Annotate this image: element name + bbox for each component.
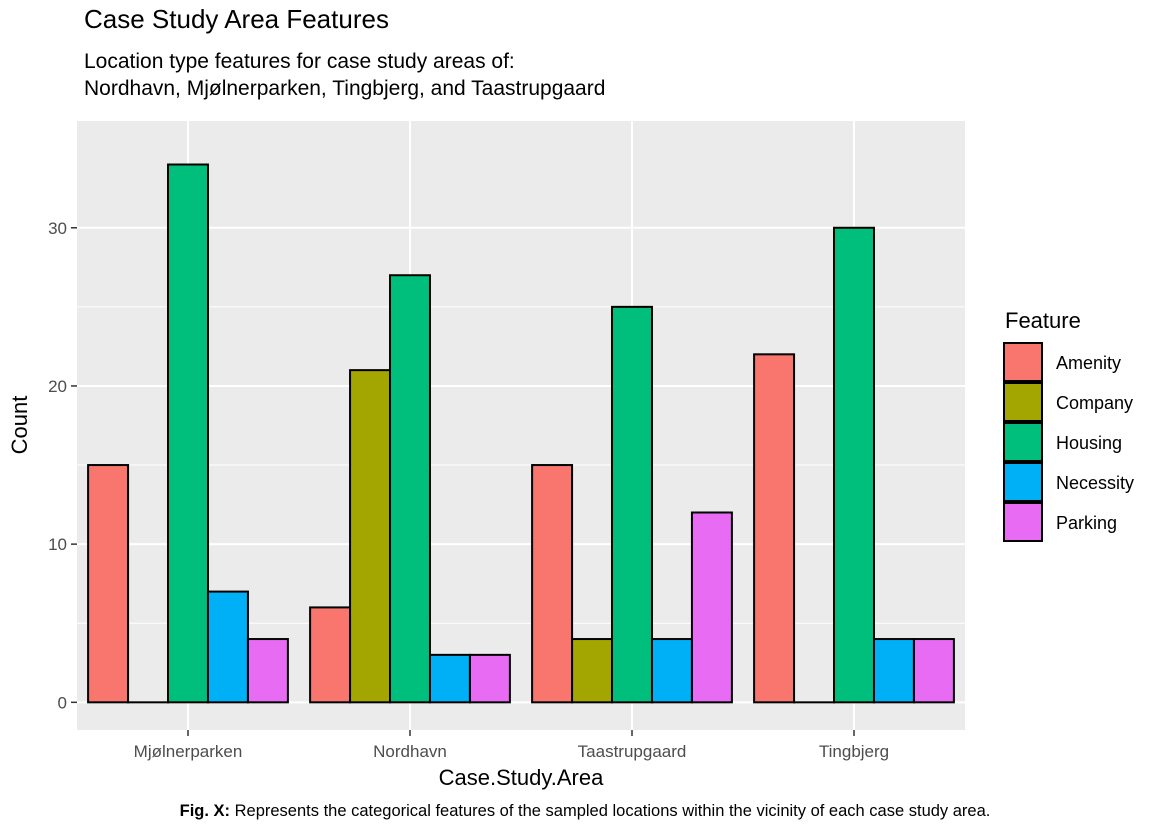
- bar-necessity-1: [206, 590, 249, 704]
- legend-label-company: Company: [1056, 393, 1133, 413]
- legend-key-necessity: [1003, 462, 1043, 502]
- bar-housing-1: [167, 163, 209, 704]
- y-tick-label: 20: [48, 377, 67, 396]
- y-axis-title: Count: [7, 396, 32, 455]
- x-tick-label: Nordhavn: [373, 742, 447, 761]
- bar-parking-3: [690, 511, 733, 704]
- bar-amenity-4: [753, 353, 796, 704]
- x-tick-label: Tingbjerg: [819, 742, 889, 761]
- chart-title: Case Study Area Features: [84, 4, 389, 34]
- bar-company-2: [349, 369, 392, 704]
- legend-label-parking: Parking: [1056, 513, 1117, 533]
- bar-necessity-3: [650, 638, 693, 704]
- legend: Feature Amenity Company Housing Necessity Pa…: [1003, 308, 1134, 542]
- legend-key-housing: [1003, 422, 1043, 462]
- caption-text: Represents the categorical features of t…: [230, 802, 991, 820]
- bar-amenity-1: [87, 464, 130, 704]
- legend-label-necessity: Necessity: [1056, 473, 1134, 493]
- bar-amenity-3: [531, 464, 574, 704]
- x-tick-label: Mjølnerparken: [134, 742, 243, 761]
- x-axis-title: Case.Study.Area: [439, 765, 604, 790]
- bar-housing-4: [833, 226, 875, 704]
- legend-key-amenity: [1003, 342, 1043, 382]
- bar-parking-1: [246, 638, 289, 704]
- legend-key-company: [1003, 382, 1043, 422]
- caption-label: Fig. X:: [179, 802, 231, 820]
- legend-key-parking: [1003, 502, 1043, 542]
- y-tick-label: 0: [58, 693, 67, 712]
- y-tick-label: 30: [48, 219, 67, 238]
- x-tick-label: Taastrupgaard: [578, 742, 687, 761]
- bar-amenity-2: [309, 606, 352, 704]
- legend-title: Feature: [1005, 308, 1081, 333]
- bar-company-3: [571, 638, 614, 704]
- figure-caption: Fig. X: Represents the categorical featu…: [0, 802, 1170, 821]
- bar-housing-2: [389, 274, 431, 704]
- bar-parking-4: [912, 638, 955, 704]
- axes: 0 10 20 30 Mjølnerparken Nordhavn Taastrupgaar…: [48, 219, 889, 761]
- bar-housing-3: [611, 305, 653, 704]
- chart: 0 10 20 30 Mjølnerparken Nordhavn Taastrupgaar…: [7, 121, 1134, 790]
- bar-parking-2: [468, 653, 511, 704]
- y-tick-label: 10: [48, 535, 67, 554]
- legend-label-amenity: Amenity: [1056, 353, 1121, 373]
- legend-label-housing: Housing: [1056, 433, 1122, 453]
- chart-subtitle-line-2: Nordhavn, Mjølnerparken, Tingbjerg, and …: [84, 77, 606, 100]
- bar-necessity-4: [872, 638, 915, 704]
- bars: [87, 163, 955, 704]
- chart-subtitle-line-1: Location type features for case study ar…: [84, 50, 515, 73]
- bar-necessity-2: [428, 653, 471, 704]
